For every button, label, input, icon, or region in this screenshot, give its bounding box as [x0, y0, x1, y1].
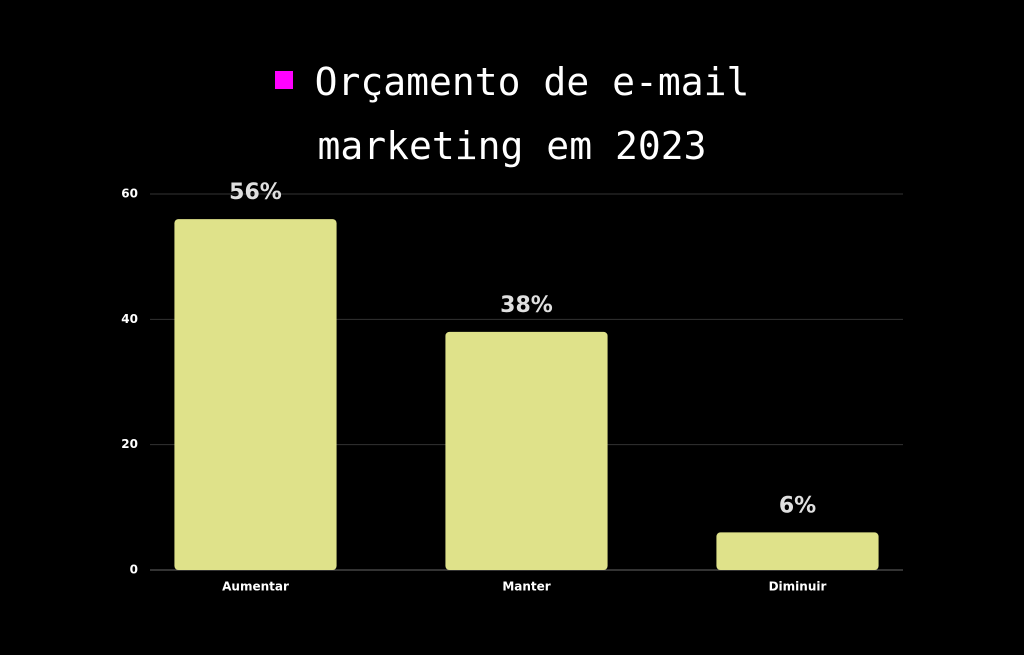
- x-tick-label: Diminuir: [769, 580, 827, 594]
- bar: [445, 331, 608, 570]
- legend-marker: [274, 71, 293, 89]
- y-tick-label: 20: [121, 437, 138, 451]
- value-label: 38%: [500, 293, 553, 318]
- chart-title: Orçamento de e-mail marketing em 2023: [314, 60, 750, 168]
- x-tick-label: Manter: [502, 580, 550, 594]
- y-tick-label: 60: [121, 187, 138, 201]
- bar: [174, 219, 337, 571]
- y-tick-label: 0: [130, 563, 138, 577]
- chart-title-box: Orçamento de e-mail marketing em 2023: [180, 50, 844, 178]
- y-tick-label: 40: [121, 312, 138, 326]
- bar: [716, 532, 879, 570]
- value-label: 56%: [229, 180, 282, 205]
- value-label: 6%: [779, 493, 816, 518]
- x-tick-label: Aumentar: [222, 580, 289, 594]
